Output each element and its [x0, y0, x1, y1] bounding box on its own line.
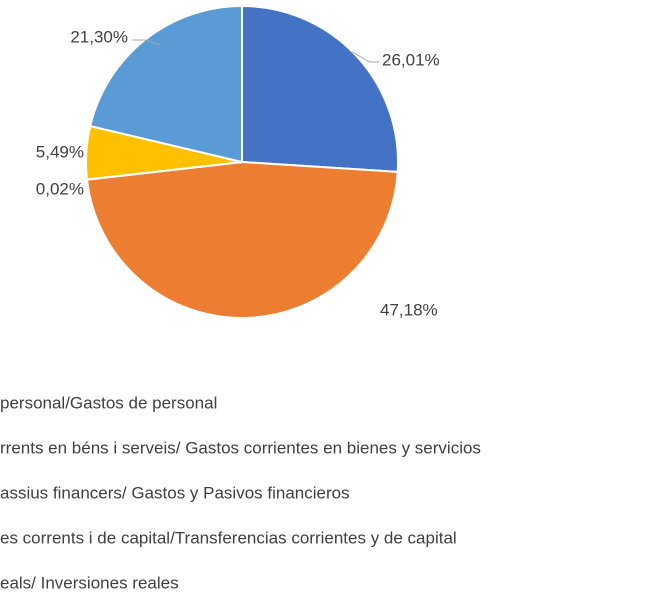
legend-entry: personal/Gastos de personal	[0, 393, 217, 412]
data-label: 21,30%	[70, 27, 128, 46]
data-label: 47,18%	[380, 300, 438, 319]
legend-entry: rrents en béns i serveis/ Gastos corrien…	[0, 438, 481, 457]
leader-line	[132, 39, 161, 46]
data-label: 0,02%	[36, 179, 84, 198]
leader-line	[351, 51, 380, 63]
legend-entry: eals/ Inversiones reales	[0, 573, 179, 592]
pie-slice	[241, 4, 399, 173]
data-label: 26,01%	[382, 50, 440, 69]
legend-entry: assius financers/ Gastos y Pasivos finan…	[0, 483, 350, 502]
data-label: 5,49%	[36, 142, 84, 161]
legend-entry: es corrents i de capital/Transferencias …	[0, 528, 457, 547]
pie-slice	[85, 160, 399, 319]
